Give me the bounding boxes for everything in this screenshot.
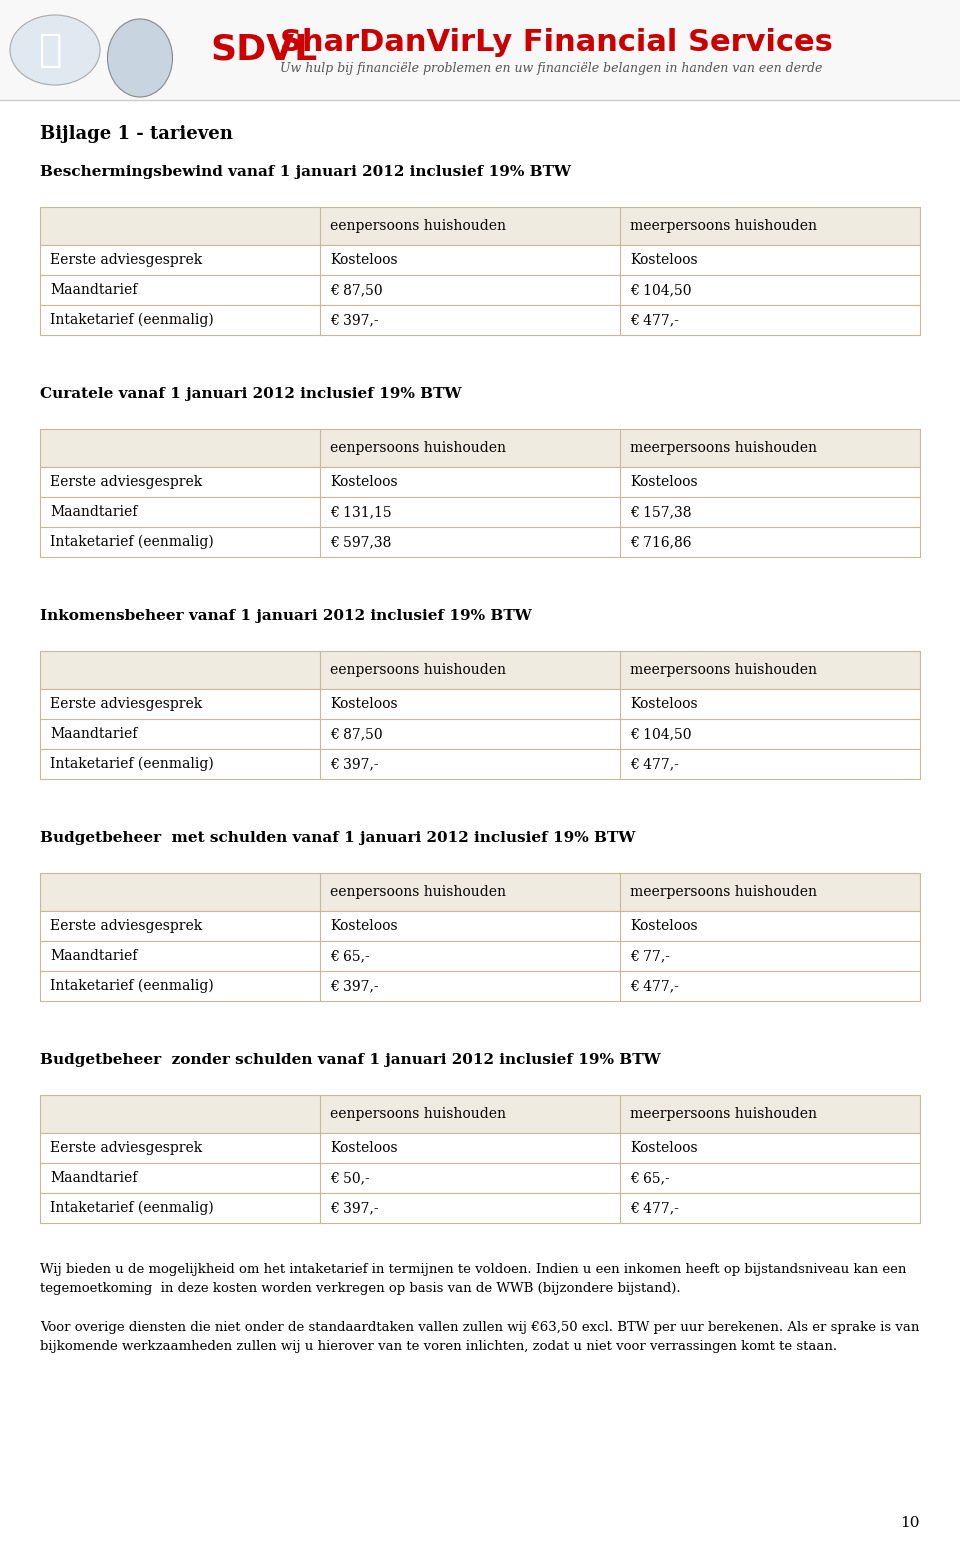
Text: Intaketarief (eenmalig): Intaketarief (eenmalig) xyxy=(50,978,214,994)
Text: Kosteloos: Kosteloos xyxy=(330,253,397,267)
Text: Eerste adviesgesprek: Eerste adviesgesprek xyxy=(50,253,203,267)
Text: 10: 10 xyxy=(900,1516,920,1530)
Bar xyxy=(40,498,920,527)
Text: eenpersoons huishouden: eenpersoons huishouden xyxy=(330,662,506,676)
Text: Eerste adviesgesprek: Eerste adviesgesprek xyxy=(50,697,203,711)
Bar xyxy=(40,1095,920,1134)
Text: Intaketarief (eenmalig): Intaketarief (eenmalig) xyxy=(50,535,214,549)
Text: Inkomensbeheer vanaf 1 januari 2012 inclusief 19% BTW: Inkomensbeheer vanaf 1 januari 2012 incl… xyxy=(40,610,532,624)
Text: Bijlage 1 - tarieven: Bijlage 1 - tarieven xyxy=(40,124,233,143)
Text: Kosteloos: Kosteloos xyxy=(330,474,397,488)
Text: € 104,50: € 104,50 xyxy=(630,728,691,742)
Text: meerpersoons huishouden: meerpersoons huishouden xyxy=(630,1107,817,1121)
Bar xyxy=(40,527,920,557)
Text: Kosteloos: Kosteloos xyxy=(630,253,698,267)
Text: Wij bieden u de mogelijkheid om het intaketarief in termijnen te voldoen. Indien: Wij bieden u de mogelijkheid om het inta… xyxy=(40,1263,906,1295)
Text: eenpersoons huishouden: eenpersoons huishouden xyxy=(330,442,506,456)
Bar xyxy=(40,466,920,498)
Text: eenpersoons huishouden: eenpersoons huishouden xyxy=(330,219,506,233)
Text: eenpersoons huishouden: eenpersoons huishouden xyxy=(330,1107,506,1121)
Text: € 716,86: € 716,86 xyxy=(630,535,691,549)
Text: € 397,-: € 397,- xyxy=(330,980,378,994)
Bar xyxy=(40,689,920,718)
Bar xyxy=(40,941,920,970)
Text: 🕊: 🕊 xyxy=(38,31,61,68)
Text: € 397,-: € 397,- xyxy=(330,757,378,771)
Bar xyxy=(40,429,920,466)
Text: Kosteloos: Kosteloos xyxy=(330,919,397,933)
Text: Curatele vanaf 1 januari 2012 inclusief 19% BTW: Curatele vanaf 1 januari 2012 inclusief … xyxy=(40,387,462,401)
Text: Maandtarief: Maandtarief xyxy=(50,505,137,519)
Bar xyxy=(0,0,960,100)
Text: Eerste adviesgesprek: Eerste adviesgesprek xyxy=(50,474,203,488)
Text: Budgetbeheer  zonder schulden vanaf 1 januari 2012 inclusief 19% BTW: Budgetbeheer zonder schulden vanaf 1 jan… xyxy=(40,1053,660,1067)
Text: Maandtarief: Maandtarief xyxy=(50,283,137,297)
Text: Eerste adviesgesprek: Eerste adviesgesprek xyxy=(50,919,203,933)
Text: € 397,-: € 397,- xyxy=(330,313,378,327)
Text: € 65,-: € 65,- xyxy=(630,1171,670,1185)
Text: meerpersoons huishouden: meerpersoons huishouden xyxy=(630,219,817,233)
Text: Kosteloos: Kosteloos xyxy=(630,697,698,711)
Text: SDVL: SDVL xyxy=(210,33,317,65)
Text: Kosteloos: Kosteloos xyxy=(630,474,698,488)
Text: Intaketarief (eenmalig): Intaketarief (eenmalig) xyxy=(50,757,214,771)
Bar xyxy=(40,970,920,1001)
Text: € 131,15: € 131,15 xyxy=(330,505,392,519)
Text: € 597,38: € 597,38 xyxy=(330,535,392,549)
Bar xyxy=(40,275,920,305)
Bar xyxy=(40,750,920,779)
Text: Kosteloos: Kosteloos xyxy=(330,1141,397,1155)
Bar xyxy=(40,246,920,275)
Bar xyxy=(40,1134,920,1163)
Text: € 104,50: € 104,50 xyxy=(630,283,691,297)
Text: Beschermingsbewind vanaf 1 januari 2012 inclusief 19% BTW: Beschermingsbewind vanaf 1 januari 2012 … xyxy=(40,165,571,179)
Text: € 157,38: € 157,38 xyxy=(630,505,691,519)
Text: Intaketarief (eenmalig): Intaketarief (eenmalig) xyxy=(50,313,214,327)
Text: € 87,50: € 87,50 xyxy=(330,728,383,742)
Bar xyxy=(40,1163,920,1193)
Bar xyxy=(40,305,920,334)
Text: € 477,-: € 477,- xyxy=(630,313,679,327)
Text: € 397,-: € 397,- xyxy=(330,1200,378,1214)
Text: € 87,50: € 87,50 xyxy=(330,283,383,297)
Ellipse shape xyxy=(108,19,173,96)
Bar xyxy=(40,207,920,246)
Text: meerpersoons huishouden: meerpersoons huishouden xyxy=(630,885,817,899)
Bar xyxy=(40,718,920,750)
Text: € 477,-: € 477,- xyxy=(630,980,679,994)
Ellipse shape xyxy=(10,16,100,86)
Text: meerpersoons huishouden: meerpersoons huishouden xyxy=(630,662,817,676)
Text: meerpersoons huishouden: meerpersoons huishouden xyxy=(630,442,817,456)
Text: Intaketarief (eenmalig): Intaketarief (eenmalig) xyxy=(50,1200,214,1214)
Text: € 77,-: € 77,- xyxy=(630,949,670,963)
Text: Uw hulp bij financiële problemen en uw financiële belangen in handen van een der: Uw hulp bij financiële problemen en uw f… xyxy=(280,62,823,75)
Text: Kosteloos: Kosteloos xyxy=(630,919,698,933)
Text: Maandtarief: Maandtarief xyxy=(50,1171,137,1185)
Bar xyxy=(40,1193,920,1222)
Text: eenpersoons huishouden: eenpersoons huishouden xyxy=(330,885,506,899)
Text: € 477,-: € 477,- xyxy=(630,1200,679,1214)
Bar xyxy=(40,872,920,911)
Text: Voor overige diensten die niet onder de standaardtaken vallen zullen wij €63,50 : Voor overige diensten die niet onder de … xyxy=(40,1322,920,1353)
Text: € 50,-: € 50,- xyxy=(330,1171,370,1185)
Text: Eerste adviesgesprek: Eerste adviesgesprek xyxy=(50,1141,203,1155)
Text: Kosteloos: Kosteloos xyxy=(630,1141,698,1155)
Bar xyxy=(40,652,920,689)
Text: € 65,-: € 65,- xyxy=(330,949,370,963)
Text: € 477,-: € 477,- xyxy=(630,757,679,771)
Text: Kosteloos: Kosteloos xyxy=(330,697,397,711)
Text: Maandtarief: Maandtarief xyxy=(50,728,137,742)
Text: Budgetbeheer  met schulden vanaf 1 januari 2012 inclusief 19% BTW: Budgetbeheer met schulden vanaf 1 januar… xyxy=(40,830,636,844)
Text: Maandtarief: Maandtarief xyxy=(50,949,137,963)
Bar xyxy=(40,911,920,941)
Text: SharDanVirLy Financial Services: SharDanVirLy Financial Services xyxy=(280,28,833,58)
